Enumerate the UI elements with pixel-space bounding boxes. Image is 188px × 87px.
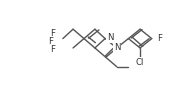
Text: F: F xyxy=(50,29,55,38)
Text: F: F xyxy=(158,34,163,43)
Text: F: F xyxy=(48,37,53,46)
Text: N: N xyxy=(107,33,113,42)
Text: Cl: Cl xyxy=(136,58,144,67)
Text: N: N xyxy=(114,43,120,52)
Text: F: F xyxy=(50,45,55,54)
